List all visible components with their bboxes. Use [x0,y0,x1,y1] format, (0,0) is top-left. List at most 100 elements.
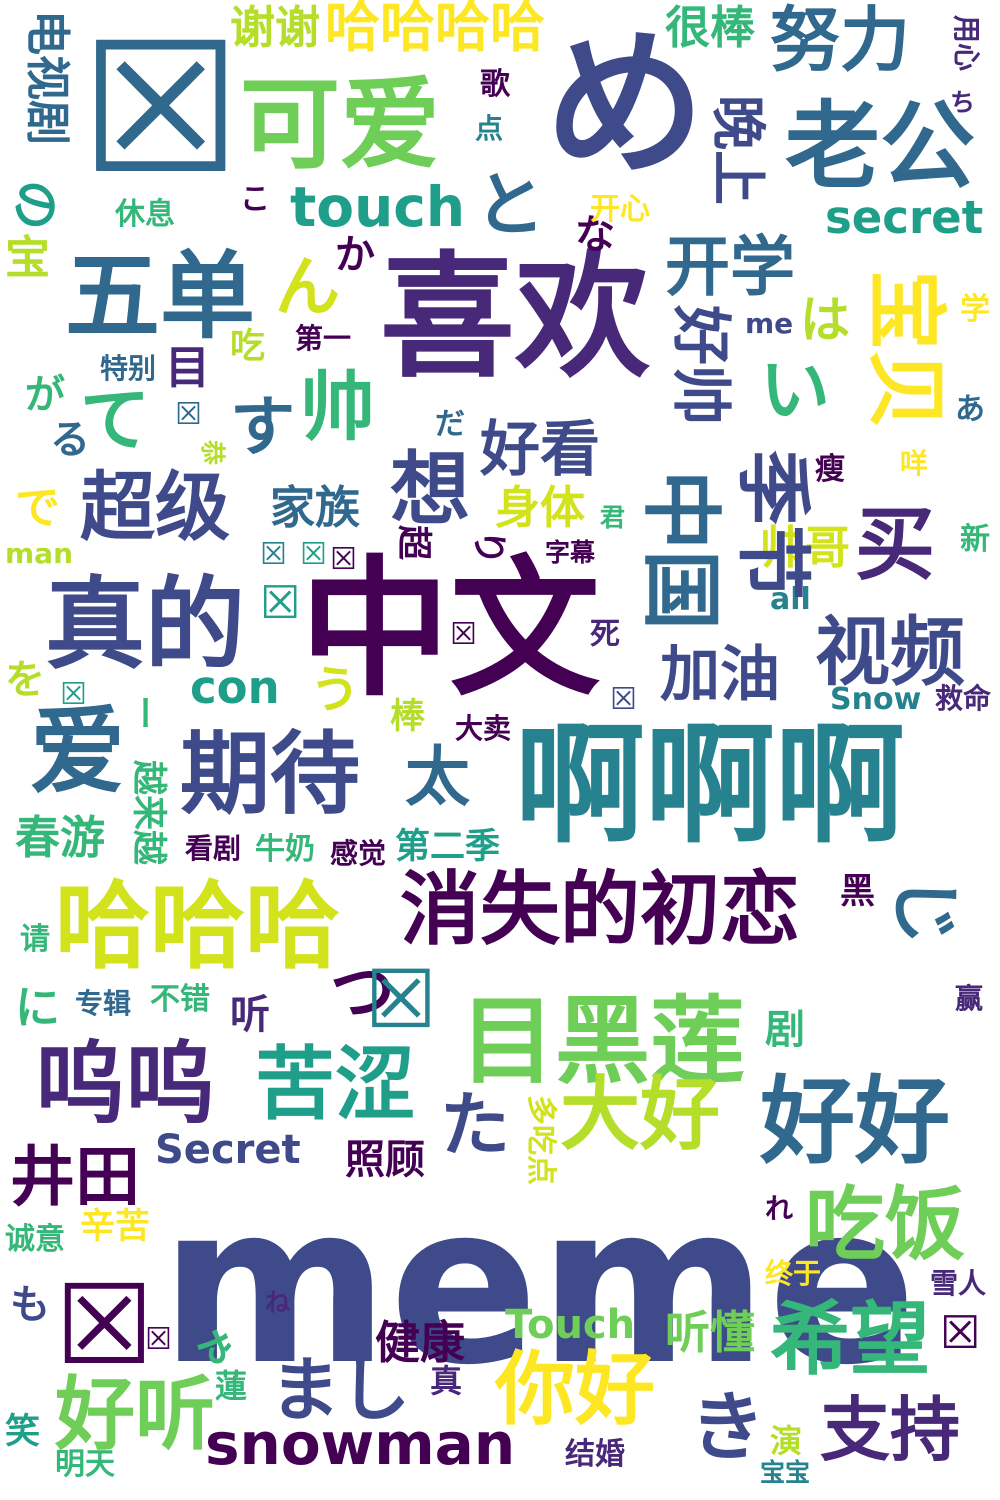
word-chunyou: 春游 [15,811,106,864]
word-box-small-8: ☒ [940,1306,981,1359]
word-muheilian: 目黑莲 [460,987,746,1097]
word-henbang: 很棒 [665,1,756,54]
word-bang: 棒 [390,697,426,737]
word-da: だ [435,407,465,442]
word-shuai: 帅 [300,363,376,451]
word-jiazu: 家族 [270,481,361,534]
word-jijie: 季节 [729,450,817,601]
word-xinku: 辛苦 [80,1207,151,1247]
word-box-mid: ☒ [365,953,437,1046]
word-snowman: snowman [205,1410,516,1478]
word-box-small-5: ☒ [175,397,202,432]
word-i: い [760,349,830,431]
word-wudan: 五单 [65,242,256,352]
word-mai: 买 [855,498,935,591]
word-dahao: 大好 [560,1068,720,1161]
word-mo: も [10,1282,50,1328]
word-de-jp: で [15,481,61,534]
word-ganjue: 感觉 [330,837,387,870]
word-zhaogu: 照顾 [345,1137,425,1183]
word-chengyi: 诚意 [5,1222,65,1257]
word-baobei: 宝贝 [859,270,952,430]
word-ki: き [690,1383,766,1471]
word-xihuan: 喜欢 [380,239,650,396]
word-jiankang: 健康 [375,1316,466,1369]
word-duochidian: 多吃点 [523,1095,558,1185]
word-me: め [545,11,706,198]
word-bucuo: 不错 [150,982,210,1017]
word-jiuming: 救命 [935,682,992,715]
word-gong: 恭 [198,440,227,466]
word-dian: 点 [475,112,504,145]
word-haoshuai: 好帅 [665,305,735,425]
word-kaixin: 开心 [590,192,650,227]
word-tebie: 特别 [100,352,157,385]
word-man: man [5,537,74,570]
word-zhende: 真的 [45,566,245,683]
word-keai: 可爱 [240,66,440,183]
word-yongxin: 用心 [950,15,983,72]
word-xiwang: 希望 [770,1293,930,1386]
word-chifan: 吃饭 [805,1178,965,1271]
word-xiuxi: 休息 [115,197,175,232]
word-dianshiju: 电视剧 [21,10,74,146]
word-ga: が [25,372,65,418]
word-re: れ [765,1192,794,1225]
word-si: 死 [590,617,620,652]
word-qidai: 期待 [180,722,360,827]
word-meme: meme [160,1157,917,1413]
word-jingtian: 井田 [10,1140,141,1215]
word-ne: ね [265,1288,291,1317]
word-laogong: 老公 [785,92,976,202]
word-ai: 爱 [30,697,126,807]
word-shipin: 视频 [815,608,966,696]
word-mingtian: 明天 [55,1447,115,1482]
word-wuwu: 呜呜 [35,1032,215,1137]
word-haohao: 好好 [760,1067,951,1177]
word-all: all [770,582,811,617]
word-xue: 学 [960,292,990,327]
word-snow: Snow [830,682,922,717]
word-zhongyu: 终于 [765,1257,822,1290]
word-tai: 太 [405,740,471,815]
word-zhuanji: 专辑 [75,987,132,1020]
word-box-bottom: ☒ [55,1261,154,1389]
word-box-small-10: ☒ [330,542,357,577]
word-chi: ち [950,88,976,117]
word-aaa: 啊啊啊 [515,709,906,861]
word-a: あ [955,392,985,427]
word-niunai: 牛奶 [255,832,315,867]
word-tingdong: 听懂 [665,1306,756,1359]
word-secret-lower: secret [825,191,984,244]
word-tsu: つ [330,955,396,1030]
word-lian-kanji: 蓮 [215,1367,248,1405]
word-u: う [310,661,360,719]
word-touch: touch [290,175,465,239]
word-xiang: 想 [390,443,470,536]
word-box-small-6: ☒ [610,682,637,717]
word-zhongwen: 中文 [300,543,601,717]
word-haokan: 好看 [480,415,600,485]
word-ru: る [50,417,90,463]
word-yuelaiyue: 越来越 [128,760,168,866]
word-hahahaha: 哈哈哈哈 [325,0,546,59]
word-baobao: 宝宝 [760,1458,811,1487]
word-box-small-4: ☒ [260,576,301,629]
word-zhichi: 支持 [820,1389,960,1471]
word-kaixue: 开学 [665,230,796,305]
word-shenti: 身体 [495,481,586,534]
word-ting: 听 [230,992,270,1038]
word-ni: に [15,981,61,1034]
word-shou: 瘦 [815,452,845,487]
word-yan: 演 [770,1422,803,1460]
word-hei: 黑 [840,872,876,912]
word-shuaige: 帅哥 [760,521,851,574]
word-na: な [575,212,615,258]
word-mashi: まし [270,1349,410,1431]
word-me-latin: me [745,307,794,340]
word-ka: か [335,232,375,278]
word-chaoji: 超级 [80,463,231,551]
word-wanshang: 晚上 [706,95,770,206]
word-chao: 超 [393,525,433,561]
word-con: con [190,661,280,714]
